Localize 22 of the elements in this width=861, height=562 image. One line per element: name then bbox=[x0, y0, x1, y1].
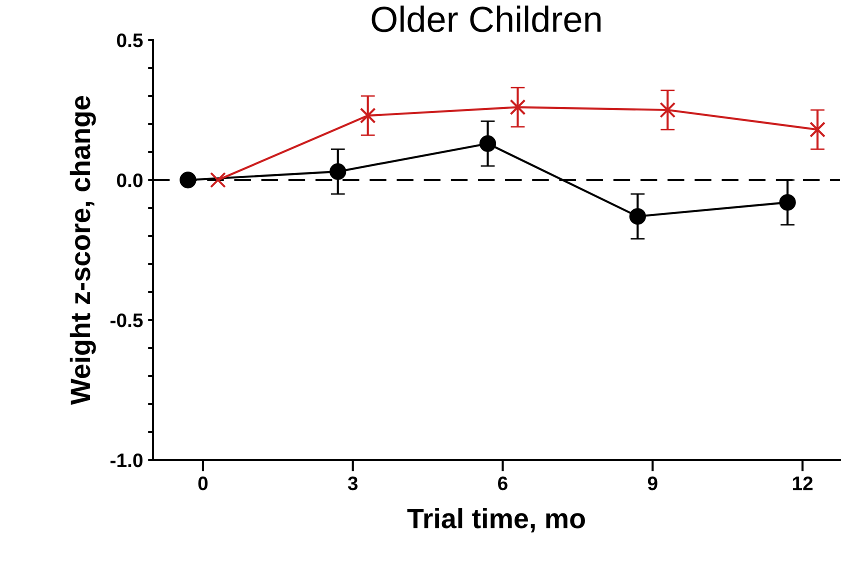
x-tick-label: 0 bbox=[198, 476, 208, 490]
point bbox=[660, 102, 676, 118]
point bbox=[360, 108, 376, 124]
y-tick-label: 0.0 bbox=[117, 173, 142, 188]
y-tick-label: -0.5 bbox=[110, 313, 143, 328]
x-tick-label: 3 bbox=[348, 476, 358, 490]
y-tick-label: 0.5 bbox=[117, 33, 143, 48]
point bbox=[629, 208, 646, 225]
point bbox=[479, 135, 496, 152]
point bbox=[330, 163, 346, 180]
chart-title: Older Children bbox=[372, 6, 601, 32]
x-tick-label: 9 bbox=[648, 476, 658, 490]
point bbox=[210, 172, 226, 188]
x-tick-label: 12 bbox=[792, 476, 813, 490]
y-tick-label: -1.0 bbox=[110, 453, 142, 468]
point bbox=[779, 194, 796, 211]
point bbox=[510, 99, 526, 116]
y-axis-title: Weight z-score, change bbox=[70, 96, 96, 405]
x-axis-title: Trial time, mo bbox=[407, 508, 585, 532]
point bbox=[180, 172, 196, 188]
point bbox=[810, 122, 826, 138]
x-tick-label: 6 bbox=[498, 476, 508, 490]
